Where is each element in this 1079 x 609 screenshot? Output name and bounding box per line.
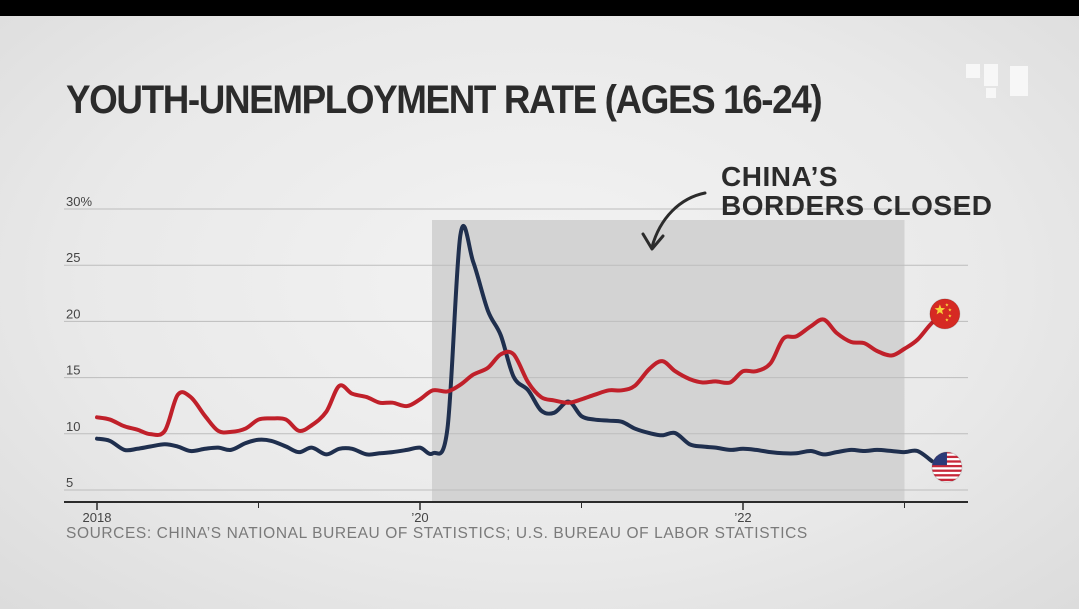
flag-canton: [931, 452, 947, 466]
x-tick-label: ’22: [734, 510, 751, 525]
x-tick-label: ’20: [411, 510, 428, 525]
flag-star: [948, 314, 952, 318]
watermark-logo: [966, 64, 1032, 98]
flag-star: [945, 303, 949, 307]
annotation-arrowhead: [641, 232, 665, 251]
source-note: SOURCES: CHINA’S NATIONAL BUREAU OF STAT…: [66, 525, 808, 542]
annotation-line-2: BORDERS CLOSED: [721, 190, 993, 221]
flag-stripe: [931, 469, 962, 472]
flag-star: [945, 318, 949, 322]
y-tick-label: 30%: [66, 194, 92, 209]
y-tick-label: 25: [66, 250, 80, 265]
flag-stripe: [931, 464, 962, 468]
us-flag-icon: [931, 451, 963, 483]
chart-title: YOUTH-UNEMPLOYMENT RATE (AGES 16-24): [66, 78, 823, 122]
borders-closed-annotation: CHINA’S BORDERS CLOSED: [721, 162, 992, 220]
annotation-arrow: [650, 191, 707, 249]
chart-panel: YOUTH-UNEMPLOYMENT RATE (AGES 16-24) 30%…: [0, 16, 1079, 609]
series-line-china: [95, 311, 947, 438]
y-tick-label: 15: [66, 363, 80, 378]
borders-closed-shading: [432, 220, 905, 502]
flag-star: [934, 304, 946, 315]
annotation-line-1: CHINA’S: [721, 161, 839, 192]
line-chart: 30% 25 20 15 10 5 2018 ’20 ’22: [64, 191, 968, 525]
y-tick-label: 20: [66, 306, 80, 321]
china-flag-icon: [929, 298, 961, 330]
y-tick-label: 5: [66, 475, 73, 490]
series-line-united-states: [95, 224, 934, 464]
y-tick-label: 10: [66, 419, 80, 434]
flag-star: [948, 308, 952, 312]
flag-stripe: [931, 478, 962, 482]
x-tick-label: 2018: [83, 510, 112, 525]
flag-stripe: [931, 474, 962, 477]
